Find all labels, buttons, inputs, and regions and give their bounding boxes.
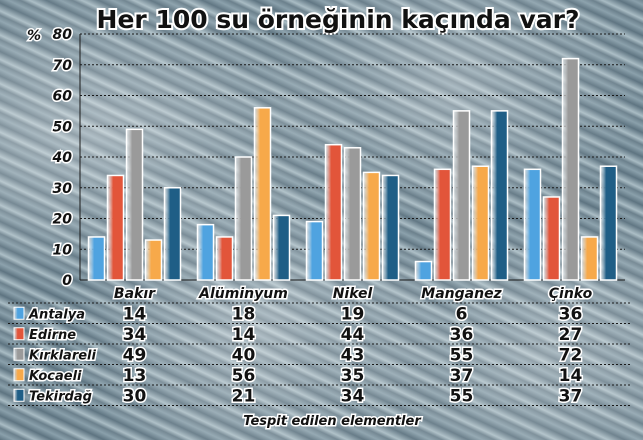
- bar: [305, 220, 324, 281]
- data-label: 40: [232, 345, 256, 365]
- category-label: Bakır: [114, 286, 156, 302]
- y-tick-label: 30: [53, 181, 73, 197]
- legend-entry: Kocaeli: [29, 369, 82, 384]
- bar: [561, 57, 580, 281]
- bar: [490, 110, 509, 281]
- data-label: 55: [450, 386, 474, 406]
- legend-entry: Kırklareli: [29, 348, 96, 363]
- data-label: 49: [123, 345, 147, 365]
- data-label: 37: [559, 386, 583, 406]
- data-label: 56: [232, 366, 256, 386]
- y-tick-label: 80: [53, 27, 73, 43]
- data-label: 72: [559, 345, 583, 365]
- x-axis-label: Tespit edilen elementler: [243, 414, 422, 429]
- bar: [324, 143, 343, 281]
- y-tick-label: 70: [53, 58, 73, 74]
- data-label: 19: [341, 304, 365, 324]
- data-label: 43: [341, 345, 365, 365]
- legend-swatch: [13, 347, 25, 361]
- bar: [163, 187, 182, 281]
- bar: [215, 236, 234, 281]
- legend-entry: Tekirdağ: [29, 389, 92, 404]
- category-label: Çinko: [549, 286, 593, 302]
- data-label: 37: [450, 366, 474, 386]
- data-label: 18: [232, 304, 256, 324]
- legend-entry: Edirne: [29, 328, 76, 343]
- bar: [542, 196, 561, 281]
- bar: [523, 168, 542, 281]
- bars: [87, 57, 618, 281]
- data-label: 35: [341, 366, 365, 386]
- bar: [253, 107, 272, 281]
- data-label: 36: [450, 325, 474, 345]
- bar: [414, 260, 433, 281]
- data-label: 21: [232, 386, 256, 406]
- bar: [599, 165, 618, 281]
- bar: [381, 174, 400, 281]
- bar: [196, 223, 215, 281]
- data-label: 6: [456, 304, 468, 324]
- data-label: 55: [450, 345, 474, 365]
- data-label: 36: [559, 304, 583, 324]
- y-axis-label: %: [27, 28, 41, 44]
- data-label: 44: [341, 325, 365, 345]
- category-label: Nikel: [333, 286, 373, 302]
- legend-entry: Antalya: [28, 307, 85, 322]
- data-label: 14: [123, 304, 147, 324]
- bar: [87, 236, 106, 281]
- legend-swatch: [13, 306, 25, 320]
- bar: [452, 110, 471, 281]
- bar: [580, 236, 599, 281]
- y-tick-label: 20: [53, 212, 73, 228]
- y-tick-label: 50: [53, 119, 73, 135]
- legend-swatch: [13, 368, 25, 382]
- bar: [272, 214, 291, 281]
- bar: [234, 156, 253, 281]
- category-labels: Bakır Alüminyum Nikel Manganez Çinko: [112, 285, 594, 304]
- data-label: 30: [123, 386, 147, 406]
- data-label: 14: [232, 325, 256, 345]
- data-label: 13: [123, 366, 147, 386]
- legend-swatch: [13, 388, 25, 402]
- y-tick-label: 10: [53, 242, 73, 258]
- category-label: Alüminyum: [198, 286, 288, 302]
- y-tick-labels: 0 10 20 30 40 50 60 70 80: [50, 26, 74, 291]
- data-label: 34: [123, 325, 147, 345]
- bar: [125, 128, 144, 281]
- y-tick-label: 0: [62, 273, 72, 289]
- bar: [433, 168, 452, 281]
- bar: [343, 147, 362, 281]
- bar: [362, 171, 381, 281]
- data-label: 34: [341, 386, 365, 406]
- data-label: 14: [559, 366, 583, 386]
- chart-title: Her 100 su örneğinin kaçında var?: [97, 5, 580, 34]
- bar: [144, 239, 163, 281]
- bar: [106, 174, 125, 281]
- y-tick-label: 40: [52, 150, 73, 166]
- bar: [471, 165, 490, 281]
- y-tick-label: 60: [53, 89, 73, 105]
- legend-swatch: [13, 327, 25, 341]
- data-label: 27: [559, 325, 583, 345]
- category-label: Manganez: [421, 286, 502, 302]
